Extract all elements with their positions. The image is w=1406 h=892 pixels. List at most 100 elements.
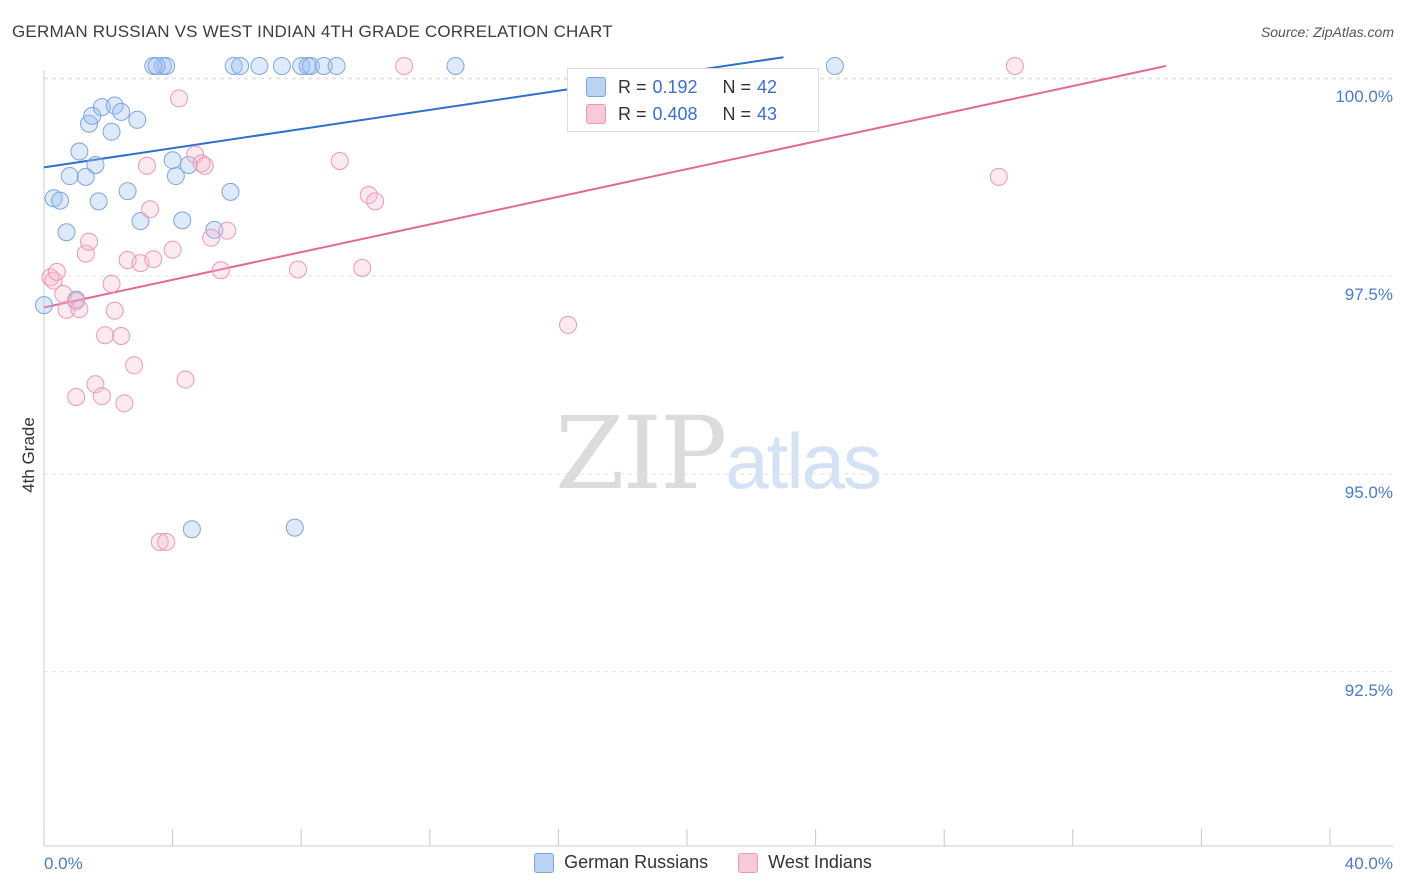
y-axis-label: 4th Grade (19, 417, 38, 493)
point-west-indians (125, 356, 144, 375)
point-west-indians (395, 56, 414, 75)
point-west-indians (141, 200, 160, 219)
legend-r-value: 0.408 (652, 103, 698, 124)
legend-r-value: 0.192 (652, 76, 698, 97)
point-west-indians (211, 261, 230, 280)
point-german-russians (147, 56, 166, 75)
point-german-russians (825, 56, 844, 75)
point-german-russians (231, 56, 250, 75)
data-points (35, 56, 1024, 551)
point-german-russians (131, 212, 150, 231)
legend-n-value: 43 (757, 103, 778, 124)
point-west-indians (105, 301, 124, 320)
legend-label-german-russians: German Russians (564, 852, 709, 872)
legend-n-label: N = (722, 103, 752, 124)
point-west-indians (366, 192, 385, 211)
point-west-indians (192, 154, 211, 173)
point-west-indians (218, 221, 237, 240)
point-german-russians (60, 167, 79, 186)
point-german-russians (76, 167, 95, 186)
chart-title: GERMAN RUSSIAN VS WEST INDIAN 4TH GRADE … (12, 22, 613, 41)
point-german-russians (86, 155, 105, 174)
point-german-russians (105, 96, 124, 115)
x-tick-label: 40.0% (1345, 854, 1393, 873)
point-german-russians (57, 223, 76, 242)
point-german-russians (112, 102, 131, 121)
point-west-indians (176, 370, 195, 389)
point-west-indians (195, 156, 214, 175)
point-german-russians (224, 56, 243, 75)
point-west-indians (163, 240, 182, 259)
point-german-russians (118, 182, 137, 201)
legend-item-german-russians[interactable]: German Russians (534, 852, 708, 873)
legend-swatch-pink (586, 104, 606, 124)
point-german-russians (89, 192, 108, 211)
point-german-russians (179, 155, 198, 174)
point-west-indians (989, 167, 1008, 186)
point-german-russians (221, 182, 240, 201)
point-german-russians (182, 520, 201, 539)
point-west-indians (86, 375, 105, 394)
point-german-russians (163, 151, 182, 170)
stats-legend: R = 0.192 N = 42 R = 0.408 N = 43 (567, 68, 819, 132)
point-german-russians (292, 56, 311, 75)
watermark-atlas: atlas (725, 417, 882, 505)
point-german-russians (51, 191, 70, 210)
legend-row-west-indians: R = 0.408 N = 43 (586, 102, 777, 126)
legend-n-label: N = (722, 76, 752, 97)
legend-item-west-indians[interactable]: West Indians (738, 852, 872, 873)
point-german-russians (157, 56, 176, 75)
point-west-indians (353, 258, 372, 277)
series-legend: German Russians West Indians (0, 852, 1406, 873)
point-west-indians (115, 394, 134, 413)
point-german-russians (272, 56, 291, 75)
point-west-indians (144, 250, 163, 269)
legend-swatch-blue (586, 77, 606, 97)
legend-r-label: R = (618, 76, 647, 97)
legend-row-german-russians: R = 0.192 N = 42 (586, 75, 777, 99)
legend-label-west-indians: West Indians (768, 852, 872, 872)
y-tick-label: 100.0% (1335, 87, 1393, 106)
grid-lines (44, 77, 1393, 673)
point-west-indians (1005, 56, 1024, 75)
legend-r-label: R = (618, 103, 647, 124)
point-german-russians (92, 98, 111, 117)
point-west-indians (202, 228, 221, 247)
y-tick-label: 92.5% (1345, 681, 1393, 700)
point-german-russians (285, 518, 304, 537)
point-west-indians (157, 532, 176, 551)
point-west-indians (112, 327, 131, 346)
watermark-zip: ZIP (555, 395, 727, 512)
point-german-russians (314, 56, 333, 75)
x-tick-label: 0.0% (44, 854, 83, 873)
point-german-russians (327, 56, 346, 75)
point-german-russians (102, 122, 121, 141)
point-german-russians (301, 56, 320, 75)
legend-swatch-blue (534, 852, 555, 873)
y-tick-label: 97.5% (1345, 285, 1393, 304)
watermark: ZIPatlas (555, 395, 882, 512)
point-west-indians (150, 532, 169, 551)
point-west-indians (170, 89, 189, 108)
source-credit: Source: ZipAtlas.com (1260, 24, 1394, 40)
point-german-russians (173, 211, 192, 230)
point-west-indians (80, 232, 99, 251)
legend-swatch-pink (738, 852, 759, 873)
point-german-russians (128, 110, 147, 129)
axis-labels: 100.0% 97.5% 95.0% 92.5% 0.0% 40.0% 4th Grade (19, 87, 1393, 873)
point-west-indians (47, 262, 66, 281)
legend-n-value: 42 (757, 76, 778, 97)
axes (43, 70, 1393, 847)
trend-west-indians (43, 64, 1167, 309)
point-west-indians (102, 274, 121, 293)
point-german-russians (250, 56, 269, 75)
point-west-indians (92, 387, 111, 406)
point-west-indians (359, 186, 378, 205)
point-german-russians (446, 56, 465, 75)
point-german-russians (35, 296, 53, 315)
point-west-indians (288, 260, 307, 279)
point-west-indians (137, 156, 156, 175)
point-german-russians (70, 142, 89, 161)
point-west-indians (330, 151, 349, 170)
